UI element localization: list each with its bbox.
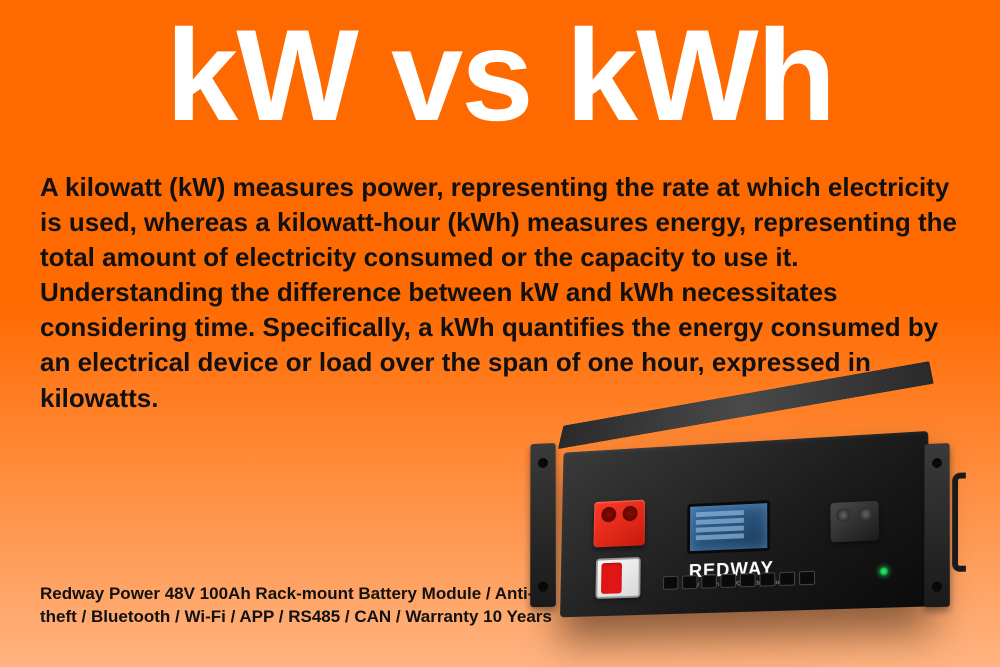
port bbox=[740, 573, 756, 587]
port bbox=[682, 575, 697, 589]
status-led bbox=[880, 567, 888, 575]
port bbox=[701, 574, 716, 588]
battery-module-illustration: REDWAY 48V 100Ah LiFePO4 Battery Module bbox=[540, 397, 940, 637]
rack-handle bbox=[952, 473, 966, 572]
port bbox=[760, 572, 776, 586]
port bbox=[663, 576, 678, 590]
port bbox=[779, 572, 795, 586]
lcd-display bbox=[687, 500, 770, 554]
product-caption: Redway Power 48V 100Ah Rack-mount Batter… bbox=[40, 583, 560, 629]
chassis-front: REDWAY 48V 100Ah LiFePO4 Battery Module bbox=[560, 431, 932, 617]
port bbox=[799, 571, 815, 585]
rack-ear-left bbox=[530, 443, 556, 607]
port bbox=[721, 574, 737, 588]
positive-terminal bbox=[594, 500, 646, 548]
breaker-switch bbox=[595, 557, 640, 599]
rack-ear-right bbox=[924, 443, 950, 607]
negative-terminal bbox=[830, 501, 879, 543]
headline: kW vs kWh bbox=[0, 0, 1000, 140]
